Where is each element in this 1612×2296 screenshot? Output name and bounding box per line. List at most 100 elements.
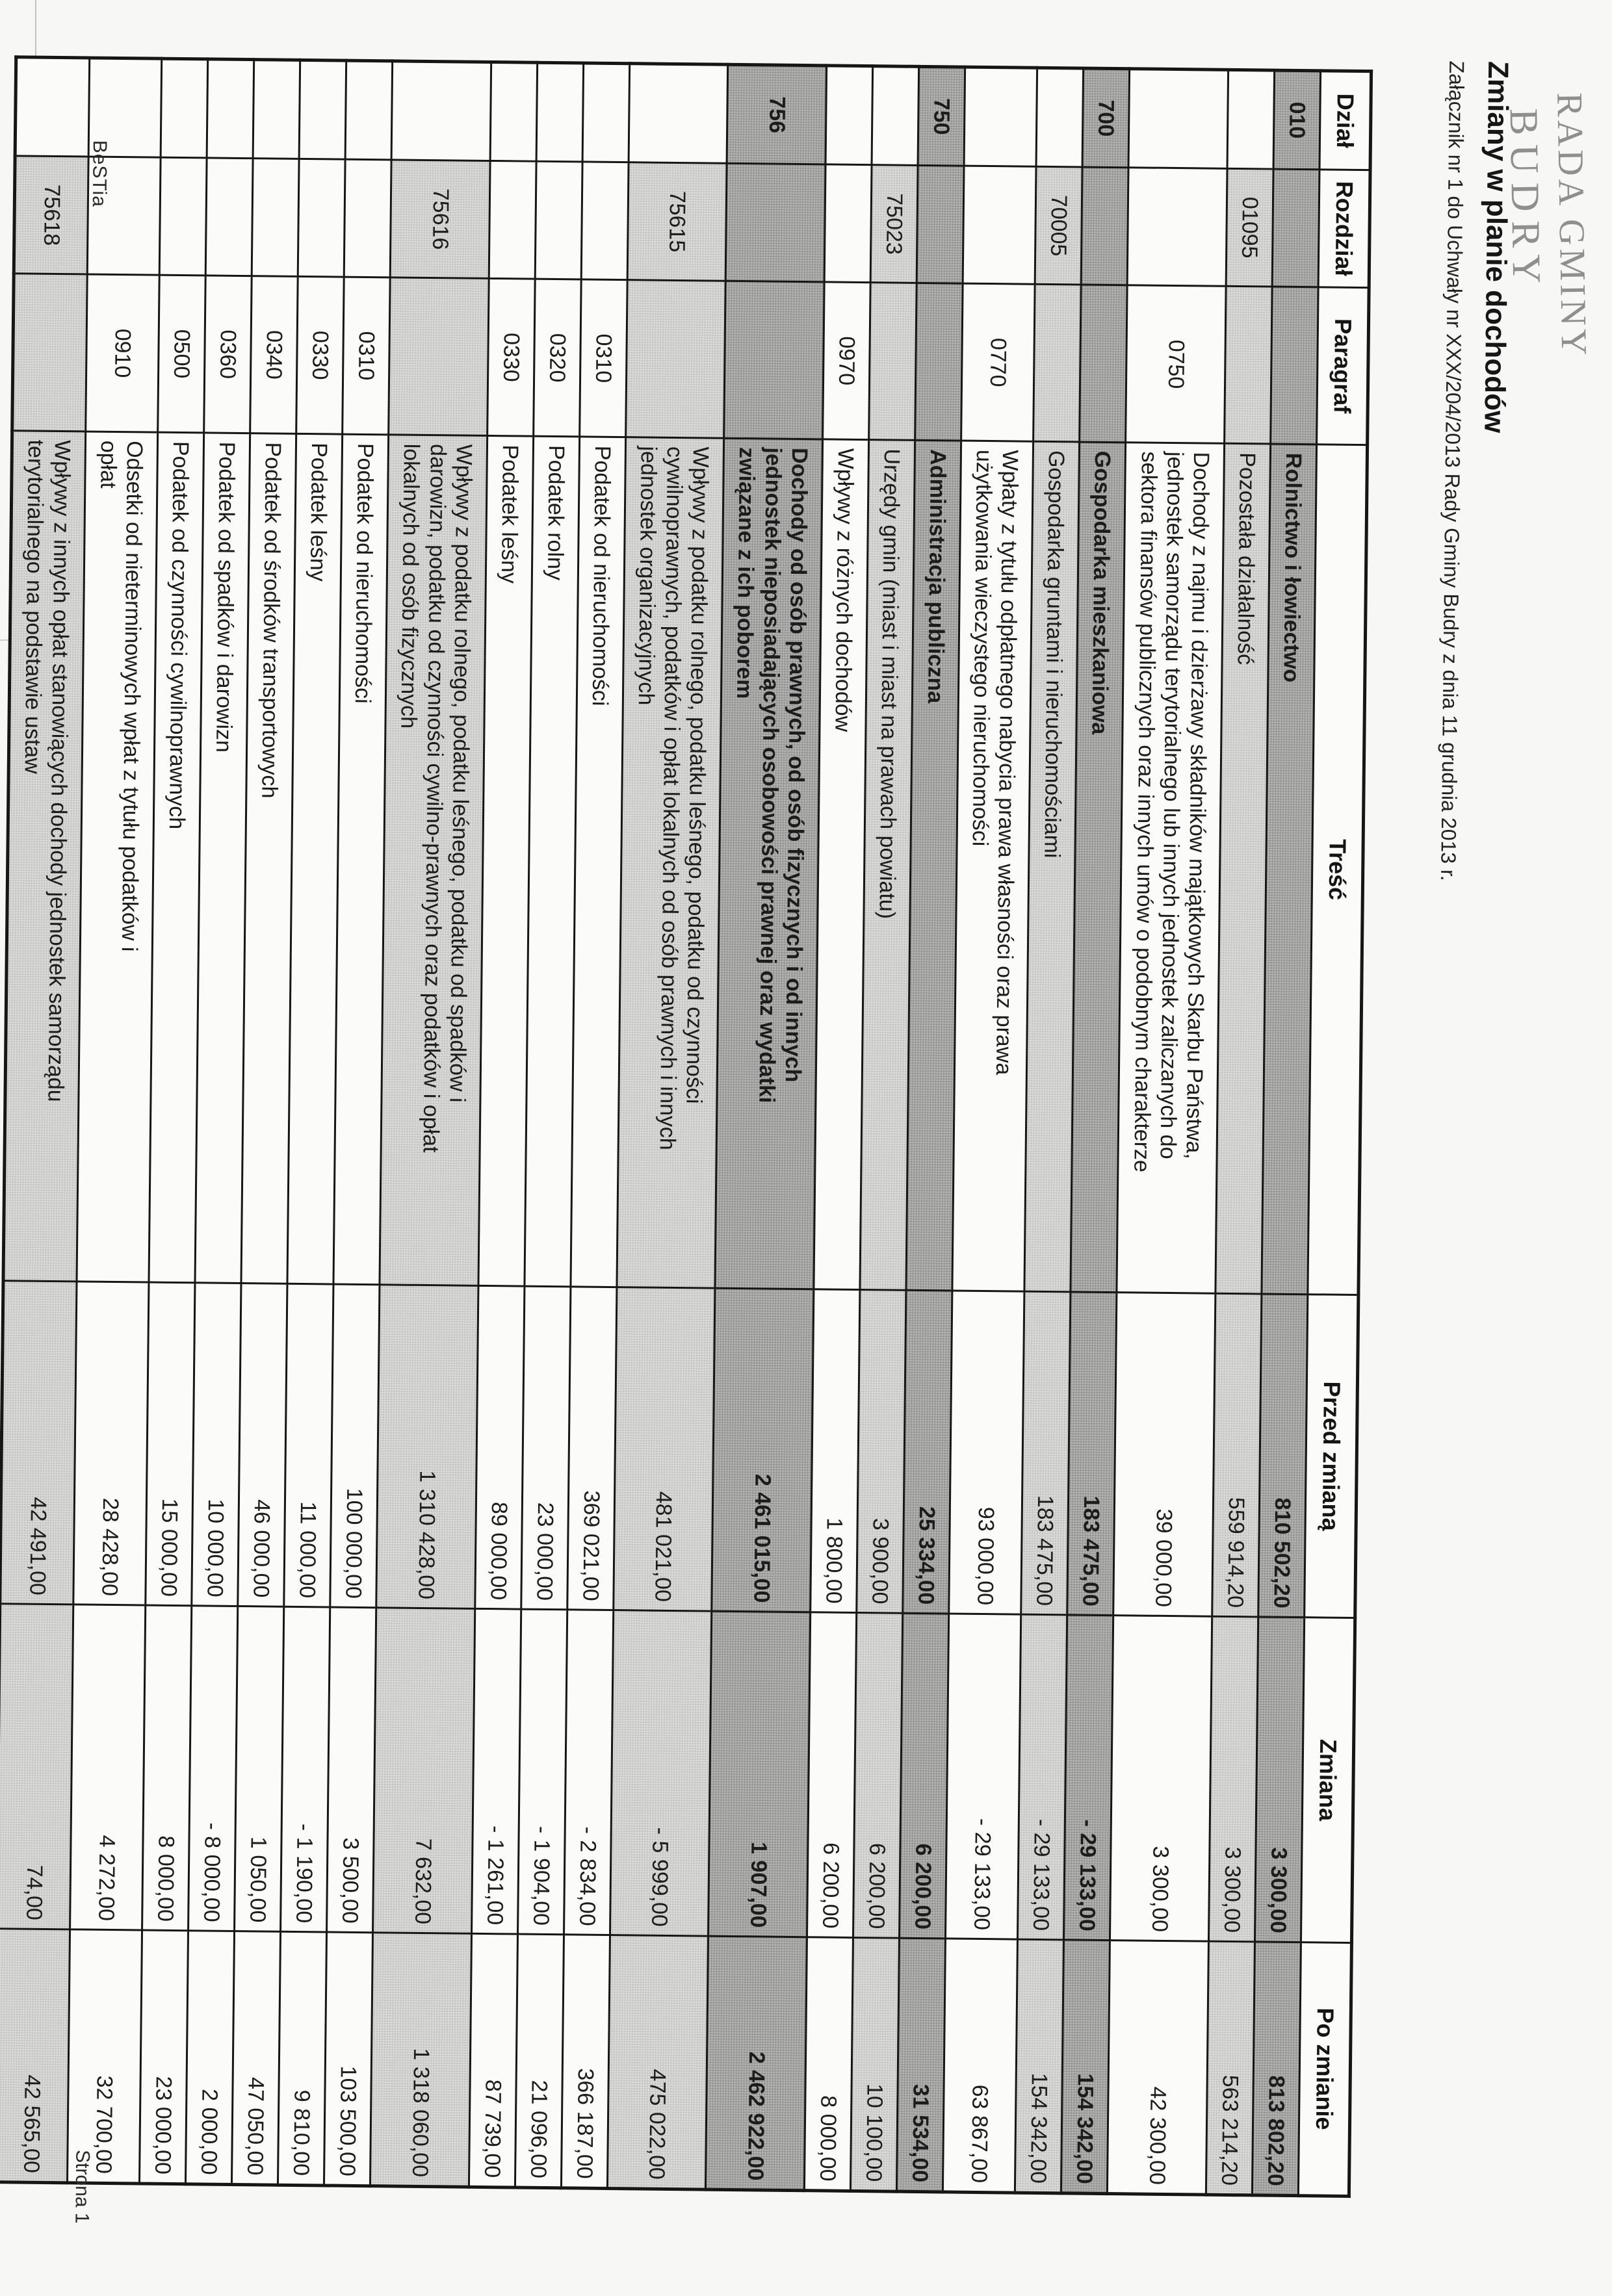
cell-przed-zmiana: 28 428,00 (73, 1281, 149, 1606)
cell-rozdzial (725, 163, 826, 282)
cell-po-zmianie: 8 000,00 (804, 1937, 853, 2191)
cell-zmiana: - 1 190,00 (280, 1606, 331, 1932)
cell-paragraf: 0340 (250, 276, 298, 434)
cell-paragraf (1224, 286, 1273, 445)
cell-rozdzial (298, 159, 346, 277)
cell-rozdzial (252, 158, 300, 277)
cell-dzial: 750 (917, 66, 965, 166)
cell-rozdzial (488, 161, 536, 279)
cell-zmiana: 74,00 (0, 1603, 73, 1929)
cell-przed-zmiana: 2 461 015,00 (712, 1288, 814, 1612)
cell-paragraf: 0330 (487, 278, 535, 437)
col-header-po-zmianie: Po zmianie (1298, 1942, 1352, 2197)
cell-dzial (871, 66, 919, 166)
cell-tresc: Podatek od czynności cywilnoprawnych (148, 432, 204, 1283)
cell-przed-zmiana: 369 021,00 (567, 1286, 617, 1610)
cell-paragraf: 0500 (157, 275, 206, 433)
cell-rozdzial (1272, 169, 1320, 287)
cell-dzial: 700 (1082, 68, 1130, 168)
cell-tresc: Rolnictwo i łowiectwo (1261, 444, 1317, 1295)
cell-rozdzial: 70005 (1035, 166, 1083, 285)
cell-dzial (1227, 70, 1275, 170)
cell-paragraf (915, 283, 963, 441)
col-header-tresc: Treść (1307, 444, 1368, 1295)
cell-paragraf: 0360 (203, 275, 252, 433)
cell-rozdzial (205, 157, 254, 276)
cell-paragraf: 0310 (342, 277, 391, 435)
cell-po-zmianie: 23 000,00 (139, 1929, 188, 2184)
cell-po-zmianie: 366 187,00 (561, 1934, 610, 2189)
cell-tresc: Podatek rolny (524, 436, 580, 1287)
cell-tresc: Wpływy z innych opłat stanowiących docho… (3, 430, 86, 1282)
cell-paragraf (1033, 284, 1082, 442)
cell-paragraf (1270, 287, 1319, 445)
cell-przed-zmiana: 46 000,00 (237, 1283, 288, 1607)
col-header-przed-zmiana: Przed zmianą (1304, 1294, 1358, 1618)
cell-po-zmianie: 475 022,00 (607, 1935, 708, 2190)
cell-tresc: Gospodarka mieszkaniowa (1071, 441, 1126, 1293)
cell-rozdzial (581, 161, 629, 280)
cell-rozdzial (159, 157, 207, 276)
cell-po-zmianie: 42 300,00 (1107, 1940, 1209, 2195)
cell-paragraf: 0320 (533, 279, 582, 437)
cell-przed-zmiana: 15 000,00 (145, 1282, 195, 1606)
cell-dzial (489, 62, 538, 162)
cell-tresc: Administracja publiczna (905, 440, 961, 1291)
cell-zmiana: 6 200,00 (807, 1612, 857, 1938)
cell-rozdzial: 75616 (390, 159, 490, 279)
cell-rozdzial: 75023 (870, 164, 918, 283)
cell-przed-zmiana: 89 000,00 (474, 1285, 525, 1610)
cell-przed-zmiana: 100 000,00 (330, 1284, 380, 1608)
cell-tresc: Wpływy z podatku rolnego, podatku leśneg… (616, 437, 724, 1289)
cell-po-zmianie: 1 318 060,00 (370, 1932, 472, 2187)
cell-tresc: Podatek od środków transportowych (241, 433, 296, 1284)
cell-paragraf (389, 277, 489, 436)
cell-przed-zmiana: 42 491,00 (0, 1280, 77, 1605)
cell-zmiana: - 29 133,00 (1017, 1614, 1068, 1940)
cell-rozdzial: 75618 (14, 155, 88, 274)
cell-rozdzial (534, 161, 583, 279)
cell-tresc: Podatek od spadków i darowizn (194, 432, 250, 1283)
cell-dzial (207, 58, 254, 159)
cell-przed-zmiana: 93 000,00 (948, 1290, 1025, 1615)
cell-rozdzial (1127, 167, 1227, 287)
cell-przed-zmiana: 11 000,00 (283, 1283, 334, 1608)
cell-dzial (391, 60, 491, 161)
cell-po-zmianie: 10 100,00 (850, 1937, 900, 2192)
attachment-subtitle: Załącznik nr 1 do Uchwały nr XXX/204/201… (1436, 60, 1469, 881)
cell-dzial (964, 67, 1037, 167)
cell-po-zmianie: 813 802,20 (1252, 1941, 1301, 2196)
cell-po-zmianie: 21 096,00 (515, 1934, 564, 2188)
cell-po-zmianie: 31 534,00 (896, 1938, 946, 2192)
cell-dzial (825, 65, 873, 165)
cell-tresc: Pozostała działalność (1215, 443, 1271, 1294)
cell-przed-zmiana: 1 800,00 (810, 1289, 860, 1613)
cell-paragraf: 0330 (296, 276, 344, 435)
cell-dzial (536, 62, 584, 162)
cell-zmiana: 8 000,00 (142, 1605, 192, 1931)
cell-dzial (160, 58, 208, 158)
cell-dzial (345, 60, 393, 160)
cell-przed-zmiana: 810 502,20 (1258, 1293, 1308, 1618)
cell-tresc: Wpływy z podatku rolnego, podatku leśneg… (380, 434, 488, 1286)
cell-zmiana: 1 907,00 (708, 1611, 811, 1937)
cell-paragraf (625, 279, 726, 439)
cell-zmiana: - 2 834,00 (564, 1609, 614, 1935)
cell-po-zmianie: 63 867,00 (942, 1938, 1018, 2193)
cell-przed-zmiana: 25 334,00 (902, 1290, 952, 1614)
cell-po-zmianie: 87 739,00 (469, 1933, 518, 2188)
cell-przed-zmiana: 559 914,20 (1212, 1293, 1262, 1617)
cell-tresc: Wpływy z różnych dochodów (813, 439, 869, 1290)
cell-po-zmianie: 47 050,00 (231, 1931, 281, 2186)
cell-po-zmianie: 103 500,00 (324, 1931, 373, 2186)
cell-zmiana: 6 200,00 (853, 1612, 903, 1939)
cell-po-zmianie: 154 342,00 (1015, 1939, 1064, 2193)
cell-dzial (1128, 68, 1228, 169)
cell-tresc: Gospodarka gruntami i nieruchomościami (1024, 441, 1080, 1292)
cell-rozdzial (824, 164, 872, 283)
cell-zmiana: - 29 133,00 (945, 1613, 1021, 1940)
cell-zmiana: - 1 261,00 (471, 1608, 521, 1935)
cell-paragraf: 0970 (822, 281, 870, 440)
